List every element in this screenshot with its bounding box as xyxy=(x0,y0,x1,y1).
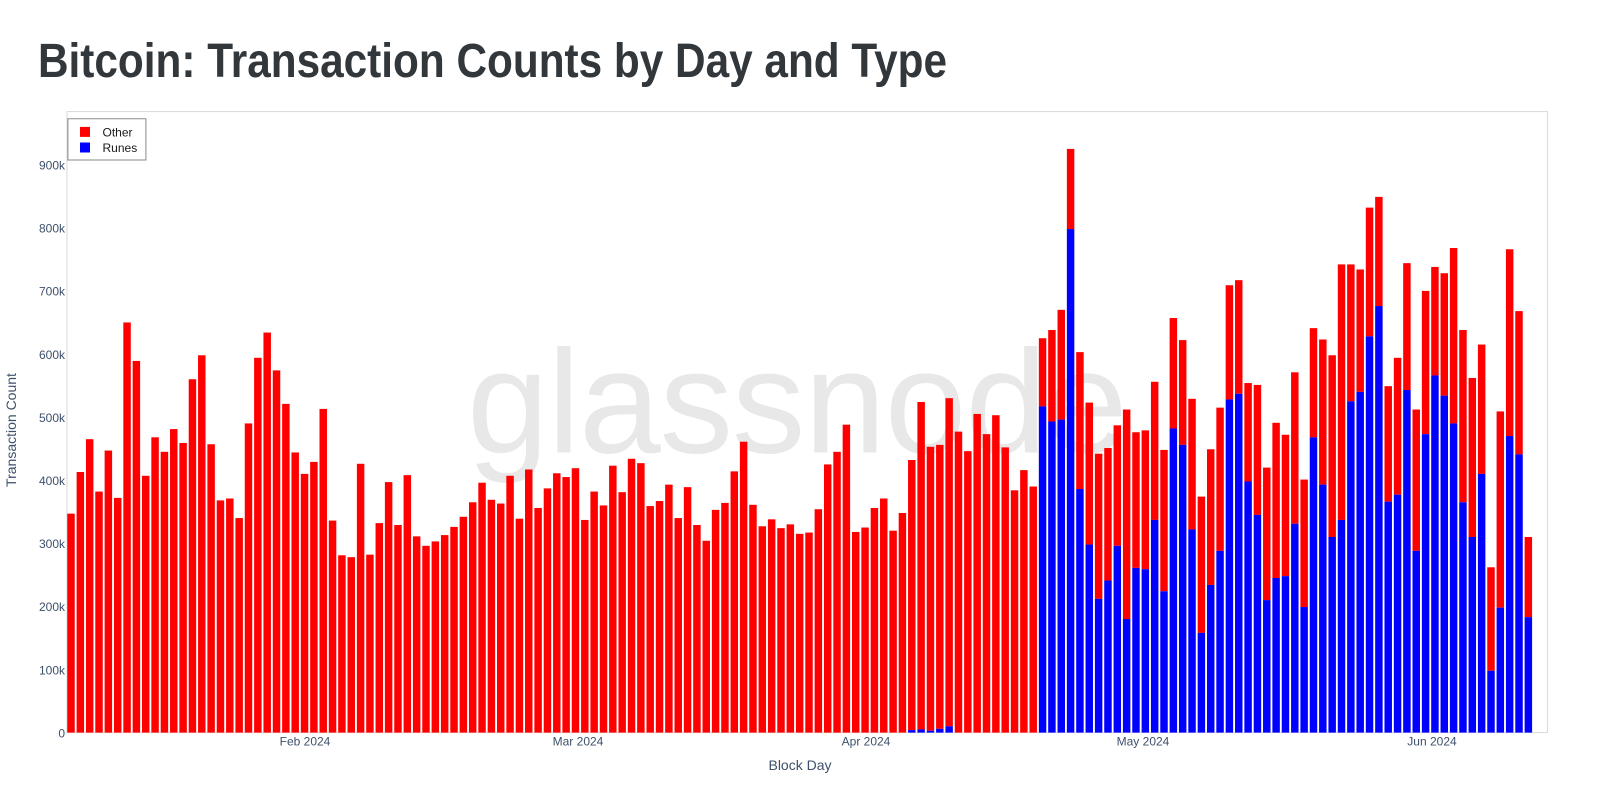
svg-text:Other: Other xyxy=(103,125,133,139)
svg-text:Transaction Count: Transaction Count xyxy=(3,373,19,487)
svg-text:500k: 500k xyxy=(39,411,66,425)
svg-text:Feb 2024: Feb 2024 xyxy=(280,735,331,749)
svg-text:800k: 800k xyxy=(39,222,66,236)
svg-text:900k: 900k xyxy=(39,159,66,173)
svg-text:glassnode: glassnode xyxy=(467,321,1126,485)
svg-text:Block Day: Block Day xyxy=(768,757,831,773)
svg-text:Mar 2024: Mar 2024 xyxy=(553,735,604,749)
svg-text:300k: 300k xyxy=(39,537,66,551)
svg-text:700k: 700k xyxy=(39,285,66,299)
svg-text:0: 0 xyxy=(58,726,65,740)
svg-text:Apr 2024: Apr 2024 xyxy=(842,735,891,749)
svg-text:400k: 400k xyxy=(39,474,66,488)
svg-text:600k: 600k xyxy=(39,348,66,362)
svg-text:Jun 2024: Jun 2024 xyxy=(1407,735,1457,749)
svg-text:Bitcoin: Transaction Counts by: Bitcoin: Transaction Counts by Day and T… xyxy=(38,34,947,88)
svg-text:100k: 100k xyxy=(39,663,66,677)
svg-text:May 2024: May 2024 xyxy=(1117,735,1170,749)
svg-text:Runes: Runes xyxy=(103,141,138,155)
svg-text:200k: 200k xyxy=(39,600,66,614)
